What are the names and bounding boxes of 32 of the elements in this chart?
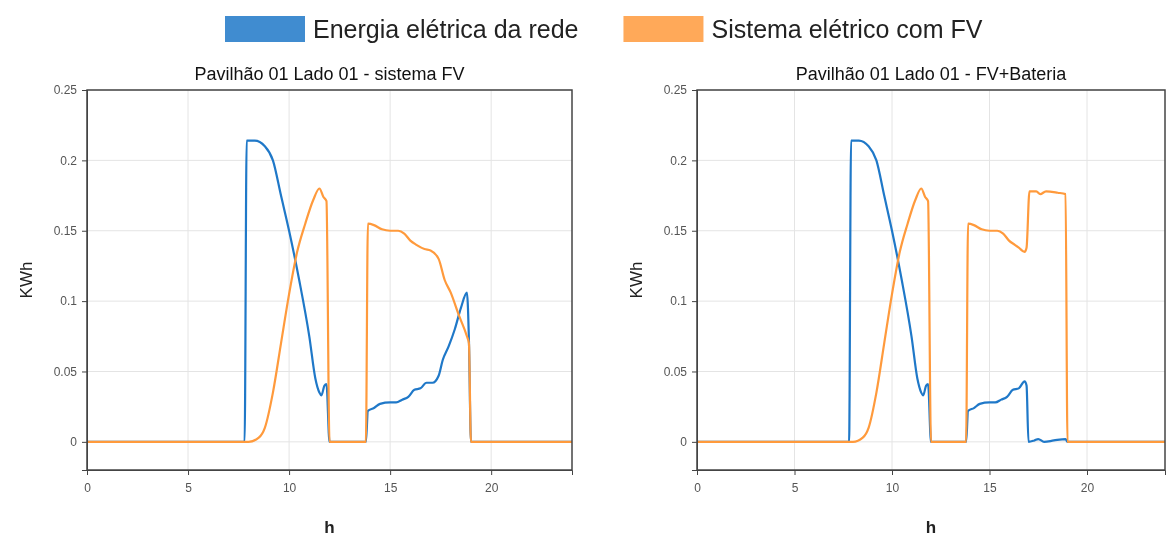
y-tick-label: 0.25 (53, 83, 78, 98)
x-tick-label: 0 (84, 480, 92, 495)
y-tick-label: 0.05 (53, 364, 78, 379)
y-axis-title: KWh (17, 261, 36, 299)
y-tick-label: 0 (680, 435, 688, 450)
chart-title: Pavilhão 01 Lado 01 - FV+Bateria (795, 64, 1068, 84)
y-tick-label: 0 (70, 435, 78, 450)
x-tick-label: 20 (484, 480, 499, 495)
x-tick-label: 15 (983, 480, 997, 495)
x-tick-label: 10 (282, 480, 297, 495)
x-tick-label: 5 (185, 480, 193, 495)
legend-label: Sistema elétrico com FV (711, 15, 983, 43)
x-tick-label: 15 (383, 480, 398, 495)
chart-title: Pavilhão 01 Lado 01 - sistema FV (194, 64, 465, 84)
x-axis-title: h (925, 518, 937, 537)
x-tick-label: 20 (1080, 480, 1095, 495)
y-tick-label: 0.05 (663, 364, 688, 379)
line-series (85, 187, 574, 443)
line-series (695, 187, 1167, 443)
y-tick-label: 0.1 (60, 294, 78, 309)
x-tick-label: 5 (791, 480, 799, 495)
y-tick-label: 0.15 (663, 224, 688, 239)
x-tick-label: 10 (885, 480, 900, 495)
y-tick-label: 0.1 (670, 294, 688, 309)
x-tick-label: 0 (694, 480, 702, 495)
x-axis-title: h (324, 518, 335, 537)
y-tick-label: 0.25 (663, 83, 688, 98)
y-tick-label: 0.2 (670, 153, 688, 168)
y-tick-label: 0.15 (53, 224, 78, 239)
y-tick-label: 0.2 (60, 153, 78, 168)
legend-label: Energia elétrica da rede (313, 15, 579, 43)
y-axis-title: KWh (627, 261, 646, 299)
